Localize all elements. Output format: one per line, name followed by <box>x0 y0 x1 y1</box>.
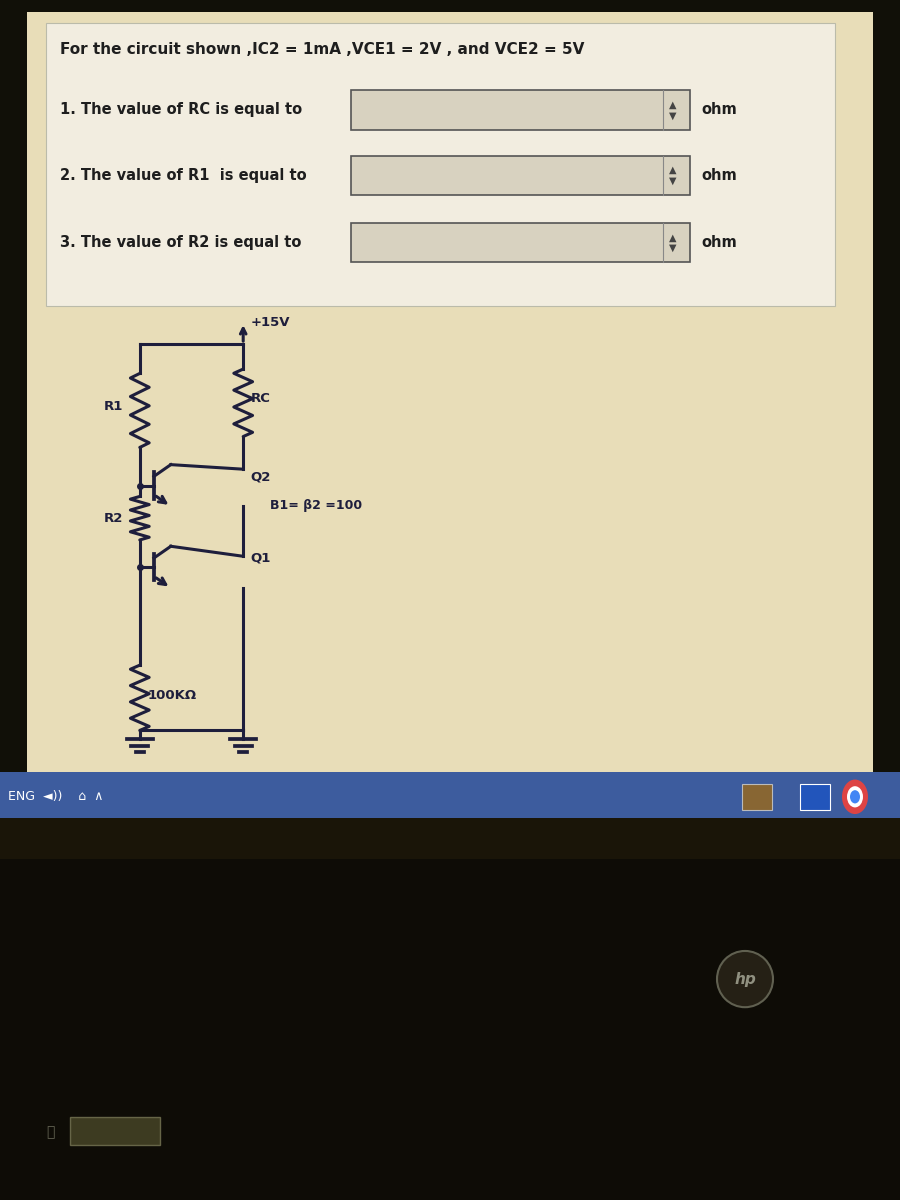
Text: ▼: ▼ <box>669 244 677 253</box>
Text: 3. The value of R2 is equal to: 3. The value of R2 is equal to <box>60 235 302 251</box>
Circle shape <box>850 790 860 804</box>
Bar <box>70 1117 160 1145</box>
Text: B1= β2 =100: B1= β2 =100 <box>269 499 362 511</box>
Bar <box>800 784 830 810</box>
Bar <box>351 156 689 194</box>
Text: ⏻: ⏻ <box>46 1124 54 1139</box>
Text: hp: hp <box>734 972 756 986</box>
Bar <box>351 223 689 263</box>
Text: Q2: Q2 <box>251 470 271 484</box>
Bar <box>742 784 772 810</box>
Text: ▲: ▲ <box>669 100 677 109</box>
Bar <box>46 23 835 306</box>
Text: ▼: ▼ <box>669 175 677 186</box>
Text: R1: R1 <box>104 400 123 413</box>
Text: 1. The value of RC is equal to: 1. The value of RC is equal to <box>60 102 302 118</box>
Text: ohm: ohm <box>701 102 737 118</box>
Bar <box>0 818 900 858</box>
Text: For the circuit shown ,IC2 = 1mA ,VCE1 = 2V , and VCE2 = 5V: For the circuit shown ,IC2 = 1mA ,VCE1 =… <box>60 42 584 58</box>
Text: ▲: ▲ <box>669 233 677 242</box>
Text: 2. The value of R1  is equal to: 2. The value of R1 is equal to <box>60 168 307 182</box>
Text: ▼: ▼ <box>669 110 677 120</box>
Text: +15V: +15V <box>251 316 290 329</box>
Text: Q1: Q1 <box>251 552 271 565</box>
Text: ▲: ▲ <box>669 164 677 175</box>
Text: RC: RC <box>251 392 271 404</box>
Text: ohm: ohm <box>701 168 737 182</box>
Text: ENG  ◄))    ⌂  ∧: ENG ◄)) ⌂ ∧ <box>8 791 104 803</box>
Bar <box>351 90 689 130</box>
Circle shape <box>842 780 868 814</box>
Circle shape <box>847 786 863 808</box>
Text: ohm: ohm <box>701 235 737 251</box>
Circle shape <box>717 950 773 1007</box>
Text: R2: R2 <box>104 511 123 524</box>
Text: 100KΩ: 100KΩ <box>148 689 196 702</box>
